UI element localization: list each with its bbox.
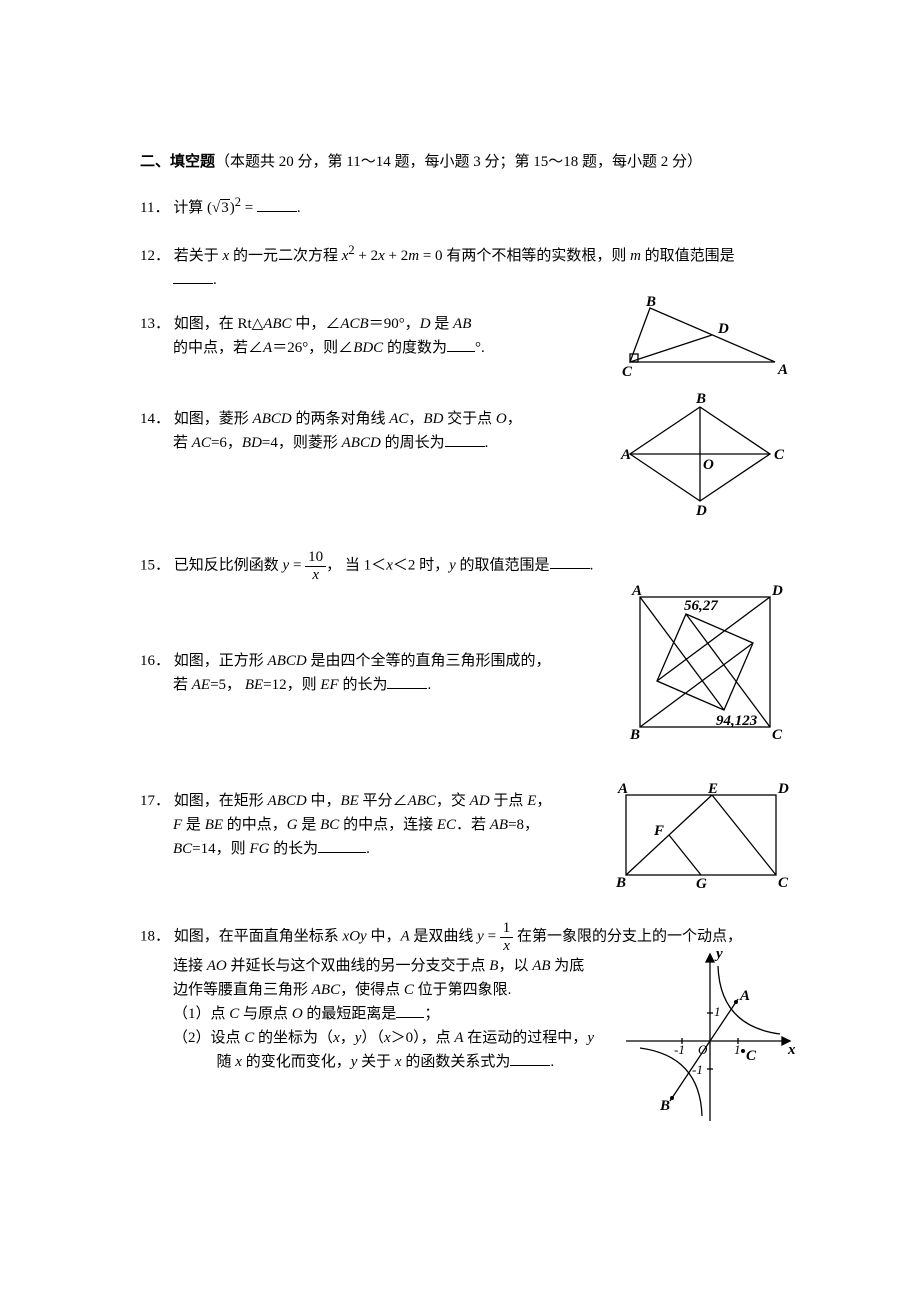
q18-blank2 — [510, 1050, 550, 1066]
svg-text:x: x — [787, 1042, 796, 1058]
q12-a: 若关于 — [174, 248, 223, 264]
q18-blank1 — [396, 1002, 424, 1018]
page: 二、填空题（本题共 20 分，第 11～14 题，每小题 3 分；第 15～18… — [0, 0, 920, 1302]
svg-text:A: A — [777, 362, 788, 378]
svg-text:O: O — [703, 457, 714, 473]
question-11: 11． 计算 (√3)2 = . — [140, 192, 790, 220]
svg-text:E: E — [707, 781, 718, 797]
svg-text:C: C — [778, 875, 789, 891]
svg-text:D: D — [717, 321, 729, 337]
q15-blank — [550, 553, 590, 569]
svg-text:B: B — [659, 1098, 670, 1114]
svg-text:-1: -1 — [692, 1062, 703, 1077]
q13-blank — [447, 336, 475, 352]
svg-text:1: 1 — [734, 1042, 741, 1057]
q11-period: . — [297, 200, 301, 216]
svg-text:A: A — [631, 583, 642, 599]
section-note: （本题共 20 分，第 11～14 题，每小题 3 分；第 15～18 题，每小… — [215, 154, 702, 170]
q13-figure: B D C A — [620, 302, 800, 388]
svg-text:A: A — [620, 447, 631, 463]
q15-fraction: 10x — [305, 549, 326, 583]
svg-text:G: G — [696, 876, 707, 892]
q16-blank — [387, 673, 427, 689]
svg-text:O: O — [698, 1042, 708, 1057]
q18-part2: （2）设点 C 的坐标为（x，y）（x＞0），点 A 在运动的过程中，y — [140, 1026, 633, 1050]
svg-text:1: 1 — [714, 1004, 721, 1019]
q12-num: 12． — [140, 248, 170, 264]
q12-line2: . — [140, 268, 790, 292]
q11-a: 计算 ( — [173, 200, 212, 216]
svg-text:56,27: 56,27 — [684, 598, 718, 614]
q14-blank — [445, 431, 485, 447]
svg-text:D: D — [695, 503, 707, 519]
section-header: 二、填空题（本题共 20 分，第 11～14 题，每小题 3 分；第 15～18… — [140, 150, 790, 174]
q17-blank — [318, 837, 366, 853]
section-label: 二、填空题 — [140, 154, 215, 170]
q11-blank — [257, 196, 297, 212]
q18-fraction: 1x — [500, 920, 514, 954]
svg-text:B: B — [695, 391, 706, 407]
svg-text:C: C — [746, 1048, 757, 1064]
q12-blank — [173, 268, 213, 284]
svg-text:C: C — [622, 364, 633, 380]
svg-text:-1: -1 — [674, 1042, 685, 1057]
q17-figure: A D B C E F G — [616, 785, 796, 897]
q16-figure: A D B C 56,27 94,123 — [630, 587, 790, 753]
svg-text:D: D — [777, 781, 789, 797]
question-16: A D B C 56,27 94,123 16． 如图，正方形 ABCD 是由四… — [140, 619, 790, 769]
svg-text:D: D — [771, 583, 783, 599]
svg-text:B: B — [645, 294, 656, 310]
q14-figure: A B C D O — [625, 399, 790, 525]
question-14: A B C D O 14． 如图，菱形 ABCD 的两条对角线 AC，BD 交于… — [140, 407, 790, 527]
question-18: x y O A B C 1 1 -1 -1 18． 如图，在平面直角坐标系 xO… — [140, 920, 790, 1074]
svg-text:94,123: 94,123 — [716, 713, 758, 729]
svg-text:y: y — [714, 946, 723, 962]
q18-figure: x y O A B C 1 1 -1 -1 — [620, 946, 800, 1134]
svg-text:C: C — [772, 727, 783, 743]
q11-num: 11． — [140, 200, 169, 216]
question-12: 12． 若关于 x 的一元二次方程 x2 + 2x + 2m = 0 有两个不相… — [140, 240, 790, 292]
question-13: B D C A 13． 如图，在 Rt△ABC 中，∠ACB＝90°，D 是 A… — [140, 312, 790, 387]
svg-text:C: C — [774, 447, 785, 463]
q11-c: = — [241, 200, 257, 216]
q11-sqrt: √3 — [212, 199, 230, 216]
svg-text:F: F — [653, 823, 664, 839]
question-17: A D B C E F G 17． 如图，在矩形 ABCD 中，BE 平分∠AB… — [140, 789, 790, 894]
q18-part1: （1）点 C 与原点 O 的最短距离是； — [140, 1002, 603, 1026]
svg-text:B: B — [615, 875, 626, 891]
svg-text:B: B — [629, 727, 640, 743]
question-15: 15． 已知反比例函数 y = 10x， 当 1＜x＜2 时，y 的取值范围是. — [140, 549, 790, 583]
svg-text:A: A — [617, 781, 628, 797]
svg-text:A: A — [739, 988, 750, 1004]
